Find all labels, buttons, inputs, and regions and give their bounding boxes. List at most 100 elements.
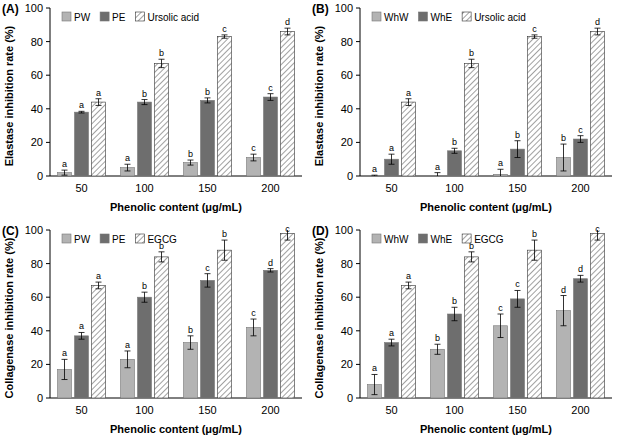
error-cap [205,287,211,288]
error-cap [452,320,458,321]
significance-letter: a [406,271,411,281]
error-bar [79,111,85,113]
error-cap [498,314,504,315]
error-stem [287,28,288,35]
error-bar [532,240,538,260]
y-tick-label: 80 [341,36,353,48]
error-cap [62,379,68,380]
error-cap [125,170,131,171]
bar [402,102,416,176]
bar [92,102,106,176]
error-cap [96,98,102,99]
error-bar [159,59,165,67]
error-stem [500,314,501,338]
error-cap [435,344,441,345]
error-stem [224,35,225,38]
bar [448,314,462,398]
significance-letter: c [498,303,503,313]
error-cap [578,135,584,136]
x-axis-title: Phenolic content (μg/mL) [420,423,552,435]
error-stem [374,374,375,394]
error-cap [188,349,194,350]
significance-letter: b [452,137,457,147]
y-axis [360,230,361,398]
error-stem [563,296,564,326]
error-bar [406,282,412,289]
y-tick-label: 0 [347,392,353,404]
error-cap [251,319,257,320]
error-bar [469,252,475,262]
error-stem [471,252,472,262]
legend-swatch [418,12,427,21]
error-stem [270,94,271,101]
y-axis-title: Collagenase inhibition rate (%) [3,237,15,398]
error-cap [469,261,475,262]
bar [591,233,605,398]
y-tick [356,75,360,76]
legend-label: EGCG [147,234,177,245]
bar [201,280,215,398]
significance-letter: c [268,83,273,93]
error-stem [454,148,455,153]
y-tick [356,330,360,331]
x-tick-label: 100 [135,182,153,194]
significance-letter: b [188,149,193,159]
error-cap [498,337,504,338]
significance-letter: a [372,363,377,373]
y-tick-label: 40 [341,103,353,115]
error-stem [534,240,535,260]
error-stem [534,35,535,38]
significance-letter: a [96,88,101,98]
error-bar [268,269,274,272]
annotations: abcdabcdabbc [372,224,600,373]
legend-label: WhW [384,234,409,245]
significance-letter: c [595,224,600,234]
significance-letter: a [62,348,67,358]
error-stem [98,99,99,106]
bars [58,230,295,398]
error-cap [96,105,102,106]
legend-swatch [462,12,471,21]
annotations: aabcabcdabbc [62,224,290,358]
significance-letter: b [452,296,457,306]
bar [264,270,278,398]
y-tick-label: 100 [25,2,43,14]
y-tick [46,108,50,109]
y-tick [356,364,360,365]
y-tick-label: 20 [341,358,353,370]
error-cap [222,34,228,35]
error-cap [79,111,85,112]
error-cap [205,102,211,103]
y-tick [46,230,50,231]
y-tick-label: 40 [341,325,353,337]
error-bar [372,175,378,176]
y-tick [356,398,360,399]
legend-swatch [100,234,109,243]
error-bar [515,141,521,158]
significance-letter: c [578,125,583,135]
y-tick-label: 60 [31,69,43,81]
legend: PWPEUrsolic acid [62,12,199,23]
error-stem [127,164,128,171]
bar [465,63,479,176]
error-bar [578,136,584,143]
y-tick [356,108,360,109]
bar [574,139,588,176]
error-cap [285,240,291,241]
y-tick [46,8,50,9]
error-bar [188,160,194,165]
error-bar [125,351,131,368]
y-tick [46,75,50,76]
error-cap [268,268,274,269]
error-cap [62,170,68,171]
legend-label: Ursolic acid [474,12,526,23]
error-cap [79,332,85,333]
significance-letter: c [285,224,290,234]
x-axis-title: Phenolic content (μg/mL) [110,201,242,213]
error-cap [452,153,458,154]
y-tick-label: 100 [25,224,43,236]
error-cap [96,282,102,283]
y-tick-label: 100 [335,2,353,14]
error-stem [64,170,65,175]
error-cap [222,260,228,261]
